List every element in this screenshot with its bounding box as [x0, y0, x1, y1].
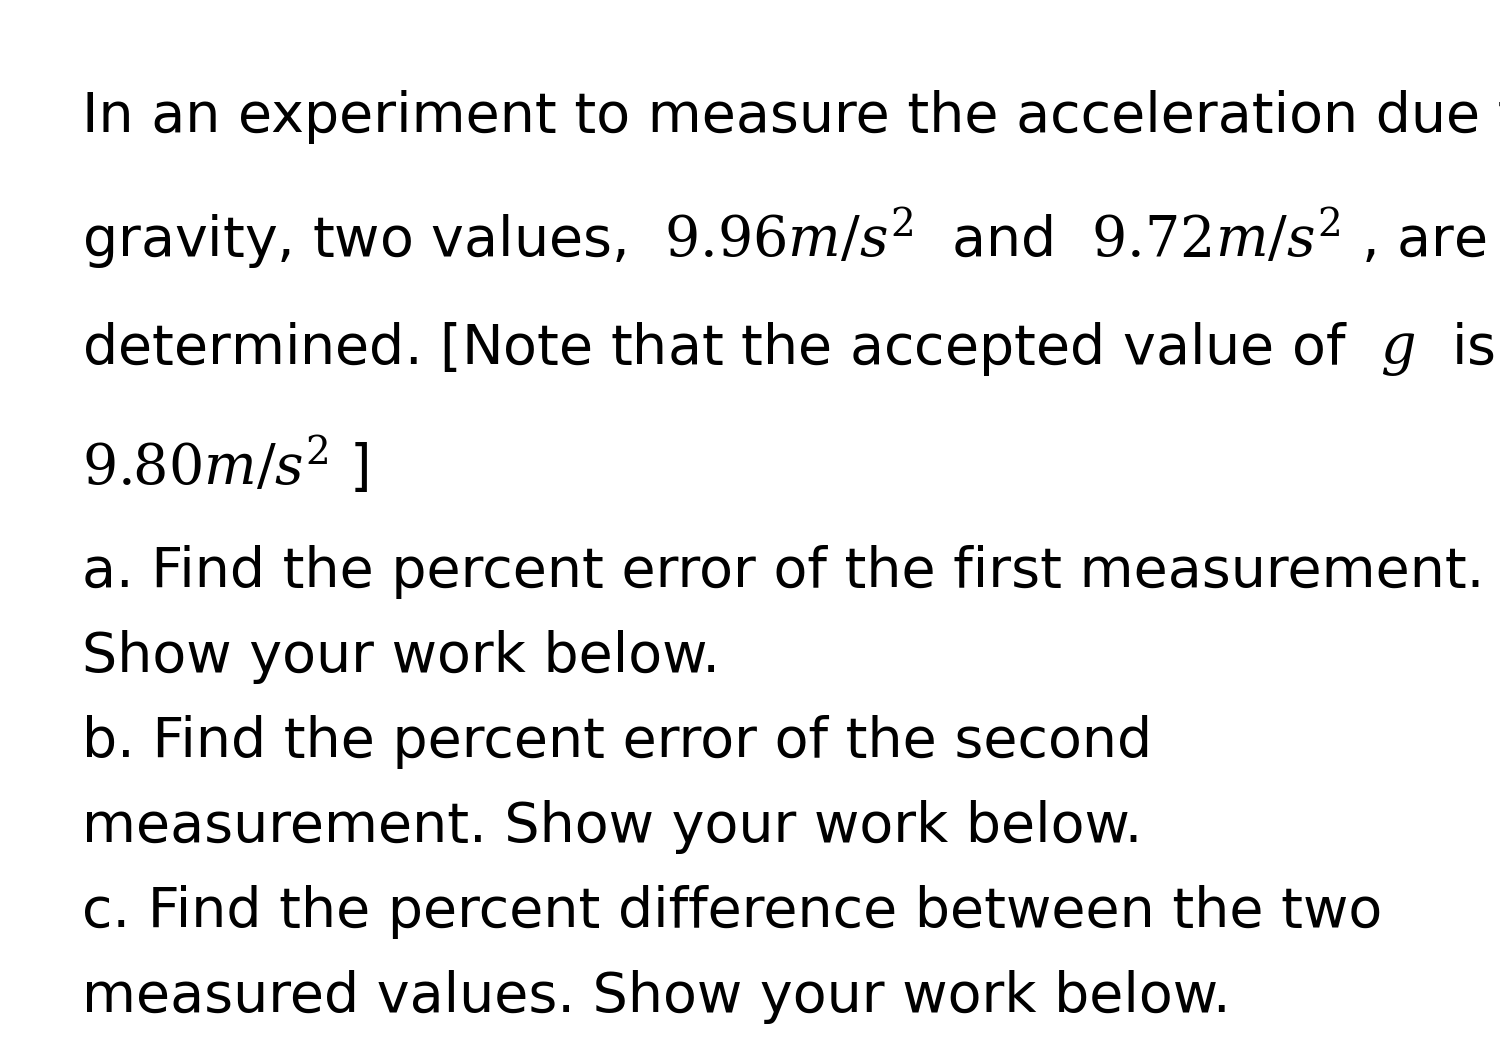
- Text: a. Find the percent error of the first measurement.: a. Find the percent error of the first m…: [82, 545, 1485, 599]
- Text: $\mathit{9.80m/s^2}$ ]: $\mathit{9.80m/s^2}$ ]: [82, 435, 369, 497]
- Text: gravity, two values,  $\mathit{9.96m/s^2}$  and  $\mathit{9.72m/s^2}$ , are: gravity, two values, $\mathit{9.96m/s^2}…: [82, 205, 1486, 270]
- Text: b. Find the percent error of the second: b. Find the percent error of the second: [82, 716, 1152, 769]
- Text: measurement. Show your work below.: measurement. Show your work below.: [82, 800, 1143, 854]
- Text: In an experiment to measure the acceleration due to: In an experiment to measure the accelera…: [82, 90, 1500, 144]
- Text: determined. [Note that the accepted value of  $\mathit{g}$  is: determined. [Note that the accepted valu…: [82, 320, 1496, 378]
- Text: measured values. Show your work below.: measured values. Show your work below.: [82, 970, 1231, 1024]
- Text: Show your work below.: Show your work below.: [82, 630, 720, 684]
- Text: c. Find the percent difference between the two: c. Find the percent difference between t…: [82, 885, 1383, 939]
